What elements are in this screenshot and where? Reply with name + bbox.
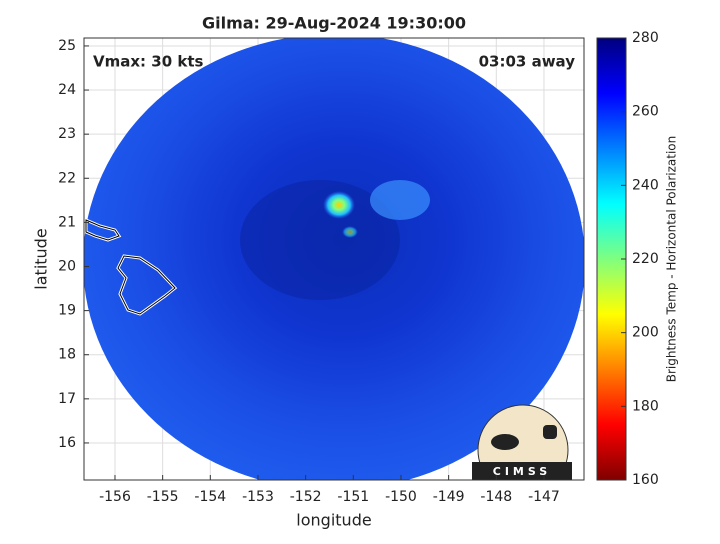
colorbar-tick-label: 260	[632, 104, 659, 120]
coastline	[117, 255, 176, 315]
y-axis-label: latitude	[32, 228, 51, 289]
x-tick-label: -149	[433, 489, 465, 505]
y-tick-label: 17	[58, 391, 76, 407]
annotation: Vmax: 30 kts	[93, 53, 203, 71]
y-tick-label: 18	[58, 347, 76, 363]
annotation: 03:03 away	[479, 53, 576, 71]
logo-tower	[543, 425, 557, 439]
cloud	[370, 180, 430, 220]
logo-badge	[477, 404, 569, 480]
hot-spot	[342, 226, 358, 238]
chart-title: Gilma: 29-Aug-2024 19:30:00	[202, 14, 466, 33]
y-tick-label: 20	[58, 258, 76, 274]
y-tick-label: 25	[58, 38, 76, 54]
plot-frame	[83, 37, 585, 481]
colorbar-label: Brightness Temp - Horizontal Polarizatio…	[665, 136, 679, 383]
x-tick-label: -150	[385, 489, 417, 505]
colorbar-tick-label: 200	[632, 325, 659, 341]
x-tick-label: -151	[337, 489, 369, 505]
hot-spot	[323, 191, 355, 219]
logo-dish	[491, 434, 519, 450]
y-tick-label: 23	[58, 126, 76, 142]
x-tick-label: -155	[147, 489, 179, 505]
x-tick-label: -148	[480, 489, 512, 505]
colorbar-tick-label: 160	[632, 472, 659, 488]
x-tick-label: -154	[194, 489, 226, 505]
logo-text: CIMSS	[493, 465, 551, 478]
logo-bar	[472, 462, 572, 480]
colorbar-tick-label: 220	[632, 251, 659, 267]
y-tick-label: 16	[58, 435, 76, 451]
coastline	[85, 219, 120, 241]
imagery	[84, 38, 584, 480]
colorbar-tick-label: 240	[632, 177, 659, 193]
x-axis-label: longitude	[296, 511, 371, 530]
x-tick-label: -152	[290, 489, 322, 505]
x-tick-label: -156	[99, 489, 131, 505]
dark-core	[240, 180, 400, 300]
y-tick-label: 24	[58, 82, 76, 98]
y-tick-label: 22	[58, 170, 76, 186]
y-tick-label: 21	[58, 214, 76, 230]
x-tick-label: -153	[242, 489, 274, 505]
colorbar-tick-label: 280	[632, 30, 659, 46]
y-tick-label: 19	[58, 303, 76, 319]
x-tick-label: -147	[528, 489, 560, 505]
colorbar-tick-label: 180	[632, 398, 659, 414]
